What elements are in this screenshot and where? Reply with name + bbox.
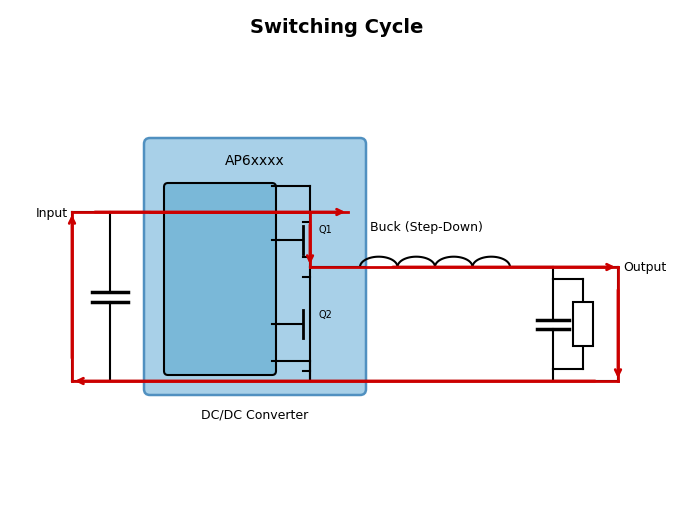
Text: Output: Output (623, 261, 666, 274)
Text: DC/DC Converter: DC/DC Converter (201, 408, 308, 421)
Text: Buck (Step-Down): Buck (Step-Down) (370, 221, 483, 234)
Bar (573, 302, 593, 346)
Text: Switching Cycle: Switching Cycle (250, 18, 424, 37)
Text: Input: Input (36, 206, 68, 219)
Text: Q2: Q2 (318, 310, 332, 319)
FancyBboxPatch shape (144, 139, 366, 395)
Text: AP6xxxx: AP6xxxx (225, 154, 285, 168)
Text: Q1: Q1 (318, 225, 331, 235)
FancyBboxPatch shape (164, 184, 276, 375)
